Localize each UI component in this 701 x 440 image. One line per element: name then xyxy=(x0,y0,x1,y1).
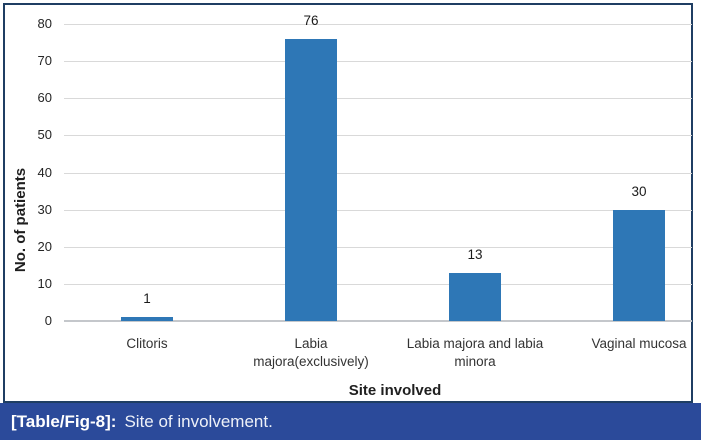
x-axis-title: Site involved xyxy=(348,382,442,399)
gridline-40 xyxy=(64,172,692,174)
y-tick-label-60: 60 xyxy=(37,90,52,106)
y-tick-label-30: 30 xyxy=(37,201,52,217)
bar-2 xyxy=(449,272,501,321)
category-label-2: Labia majora and labia xyxy=(406,336,544,351)
value-label-0: 1 xyxy=(143,291,151,307)
y-tick-label-70: 70 xyxy=(37,53,52,69)
gridline-80 xyxy=(64,24,692,25)
gridline-10 xyxy=(64,283,692,285)
y-tick-label-80: 80 xyxy=(37,16,52,31)
y-tick-label-20: 20 xyxy=(37,238,52,254)
x-axis-line xyxy=(64,320,692,322)
y-tick-label-50: 50 xyxy=(37,127,52,143)
gridline-20 xyxy=(64,246,692,248)
value-label-1: 76 xyxy=(303,12,319,28)
y-tick-label-40: 40 xyxy=(37,164,52,180)
plot-layer: No. of patients Site involved 0 10 20 30 40 5… xyxy=(12,12,692,399)
gridline-50 xyxy=(64,135,692,137)
gridline-30 xyxy=(64,209,692,211)
bar-0 xyxy=(121,317,173,321)
category-label-0: Clitoris xyxy=(126,336,168,351)
value-label-2: 13 xyxy=(467,246,483,262)
chart-area xyxy=(3,3,693,403)
category-label-3: Vaginal mucosa xyxy=(591,336,687,351)
y-tick-label-0: 0 xyxy=(44,313,52,328)
bar-1 xyxy=(285,38,337,321)
category-label-1: majora(exclusively) xyxy=(253,354,369,369)
caption-text: Site of involvement. xyxy=(124,411,273,431)
category-label-1: Labia xyxy=(294,336,328,351)
caption-bar: [Table/Fig-8]: Site of involvement. xyxy=(0,403,701,440)
category-label-2: minora xyxy=(454,354,496,369)
gridline-70 xyxy=(64,61,692,63)
y-tick-label-10: 10 xyxy=(37,275,52,291)
caption-label: [Table/Fig-8]: xyxy=(11,411,117,431)
gridline-60 xyxy=(64,98,692,100)
bar-3 xyxy=(613,209,665,321)
value-label-3: 30 xyxy=(631,183,647,199)
